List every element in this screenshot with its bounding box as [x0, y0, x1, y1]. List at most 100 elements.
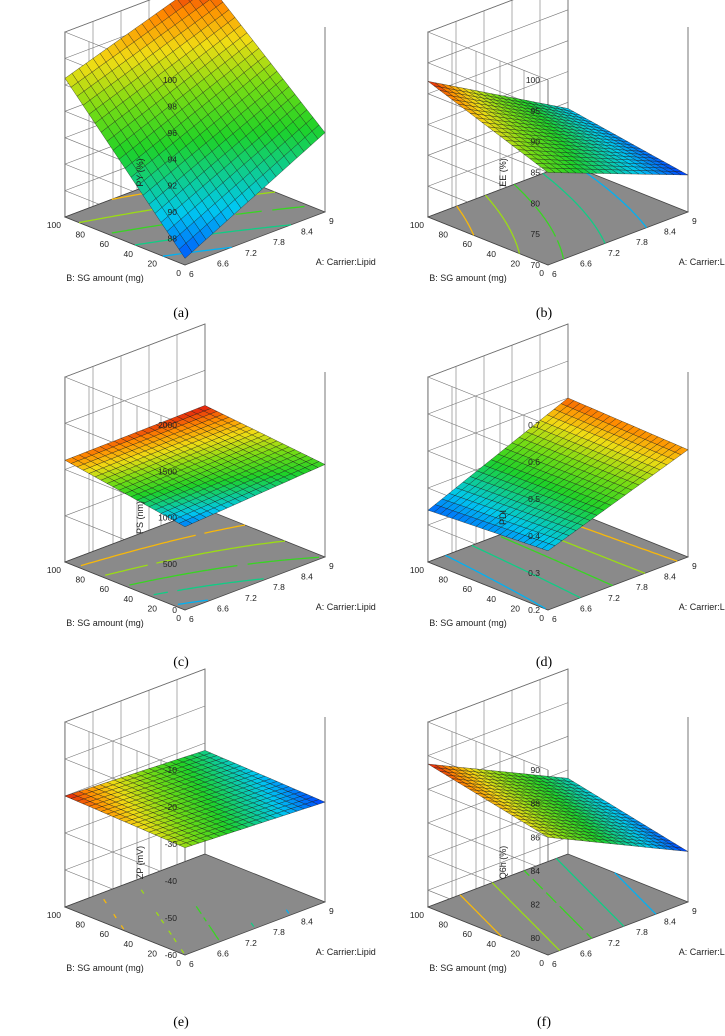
x-tick-label: 6.6	[580, 603, 592, 613]
surface-plot-c: 0 500 1000 1500 2000 6 6.6 7.2 7.8 8.4 9 0 20 40 60 80 1…	[47, 323, 376, 628]
y-tick-label: 20	[511, 603, 521, 613]
surface-cell	[541, 543, 556, 551]
x-tick-label: 7.8	[636, 237, 648, 247]
x-tick-label: 6.6	[580, 948, 592, 958]
z-tick-label: 100	[526, 75, 540, 85]
surface-cell	[178, 842, 193, 848]
x-tick-label: 6	[552, 959, 557, 969]
y-tick-label: 80	[76, 920, 86, 930]
x-tick-label: 8.4	[301, 572, 313, 582]
contour-line	[456, 205, 475, 236]
y-tick-label: 0	[176, 613, 181, 623]
z-axis-label: EE (%)	[498, 158, 508, 187]
y-tick-label: 20	[511, 948, 521, 958]
z-tick-label: 0.3	[528, 568, 540, 578]
contour-line	[153, 578, 264, 596]
z-gridline	[427, 323, 569, 426]
z-tick-label: 90	[531, 137, 541, 147]
surface-cell	[178, 520, 193, 527]
x-tick-label: 9	[329, 561, 334, 571]
contour-line	[105, 540, 286, 576]
panel-label-e: (e)	[173, 1015, 189, 1030]
z-tick-label: 0.4	[528, 531, 540, 541]
surface-plot-a: 88909294969810066.67.27.88.4902040608010…	[47, 0, 376, 283]
z-tick-label: 0.6	[528, 457, 540, 467]
x-tick-label: 7.8	[273, 237, 285, 247]
y-tick-label: 60	[463, 584, 473, 594]
x-tick-label: 7.2	[245, 593, 257, 603]
y-tick-label: 100	[410, 220, 424, 230]
z-gridline	[427, 9, 569, 112]
x-tick-label: 6	[189, 959, 194, 969]
contour-line	[491, 882, 561, 952]
z-tick-label: 82	[531, 900, 541, 910]
surface-plot-b: 70758085909510066.67.27.88.4902040608010…	[410, 0, 725, 283]
response-surface	[64, 0, 326, 259]
x-tick-label: 6.6	[217, 948, 229, 958]
x-tick-label: 6.6	[580, 258, 592, 268]
tick-labels: 0.2 0.3 0.4 0.5 0.6 0.7 6 6.6 7.2 7.8 8.4 9 0 20 40 60 8…	[410, 420, 697, 624]
z-tick-label: 0.5	[528, 494, 540, 504]
x-axis-label: A: Carrier:Lipid	[679, 602, 725, 612]
panel-label-b: (b)	[535, 306, 553, 321]
x-tick-label: 7.2	[608, 248, 620, 258]
z-axis-label: ZP (mV)	[135, 846, 145, 879]
x-tick-label: 9	[329, 216, 334, 226]
y-tick-label: 40	[487, 249, 497, 259]
x-tick-label: 9	[692, 216, 697, 226]
y-tick-label: 20	[148, 948, 158, 958]
surface-plot-e: -60 -50 -40 -30 -20 -10 6 6.6 7.2 7.8 8.4 9 0 20 40 60 8…	[47, 668, 376, 973]
x-tick-label: 7.2	[608, 593, 620, 603]
y-tick-label: 60	[100, 584, 110, 594]
x-tick-label: 6	[552, 269, 557, 279]
y-tick-label: 60	[100, 929, 110, 939]
y-tick-label: 100	[47, 565, 61, 575]
x-tick-label: 7.2	[245, 248, 257, 258]
contour-line	[484, 194, 521, 254]
y-tick-label: 80	[76, 230, 86, 240]
z-gridline	[64, 668, 206, 771]
z-tick-label: -40	[165, 876, 178, 886]
surface-cell	[188, 0, 193, 3]
y-axis-label: B: SG amount (mg)	[429, 963, 507, 973]
z-tick-label: -20	[165, 802, 178, 812]
y-tick-label: 20	[148, 258, 158, 268]
z-tick-label: 90	[168, 207, 178, 217]
z-axis-label: PS (nm)	[135, 501, 145, 534]
response-surface	[427, 763, 689, 852]
contour-line	[555, 857, 625, 927]
response-surface	[427, 81, 689, 176]
surface-cell	[541, 167, 556, 173]
z-tick-label: 500	[163, 559, 177, 569]
z-gridline	[427, 71, 569, 173]
x-tick-label: 6	[189, 269, 194, 279]
z-tick-label: 94	[168, 154, 178, 164]
y-axis-label: B: SG amount (mg)	[66, 618, 144, 628]
contour-line	[580, 168, 648, 229]
y-tick-label: 100	[47, 220, 61, 230]
surface-plot-f: 80828486889066.67.27.88.49020406080100Q6…	[410, 668, 725, 973]
z-tick-label: 95	[531, 106, 541, 116]
z-tick-label: -50	[165, 913, 178, 923]
x-tick-label: 7.8	[273, 582, 285, 592]
x-tick-label: 8.4	[664, 227, 676, 237]
z-axis-label: Q6h (%)	[498, 846, 508, 880]
contour-lines	[459, 857, 657, 952]
y-tick-label: 0	[176, 958, 181, 968]
y-tick-label: 60	[463, 929, 473, 939]
panel-label-d: (d)	[535, 655, 553, 670]
y-tick-label: 0	[539, 613, 544, 623]
z-tick-label: 85	[531, 168, 541, 178]
z-tick-label: 100	[163, 75, 177, 85]
contour-line	[445, 554, 546, 610]
z-axis-label: PY (%)	[135, 158, 145, 186]
contour-line	[250, 922, 255, 927]
y-tick-label: 100	[410, 910, 424, 920]
panel-c: 0 500 1000 1500 2000 6 6.6 7.2 7.8 8.4 9 0 20 40 60 80 1…	[0, 323, 376, 690]
contour-lines	[445, 516, 678, 610]
contour-line	[285, 909, 290, 914]
y-tick-label: 40	[124, 939, 134, 949]
y-axis-label: B: SG amount (mg)	[66, 273, 144, 283]
contour-line	[614, 872, 657, 915]
